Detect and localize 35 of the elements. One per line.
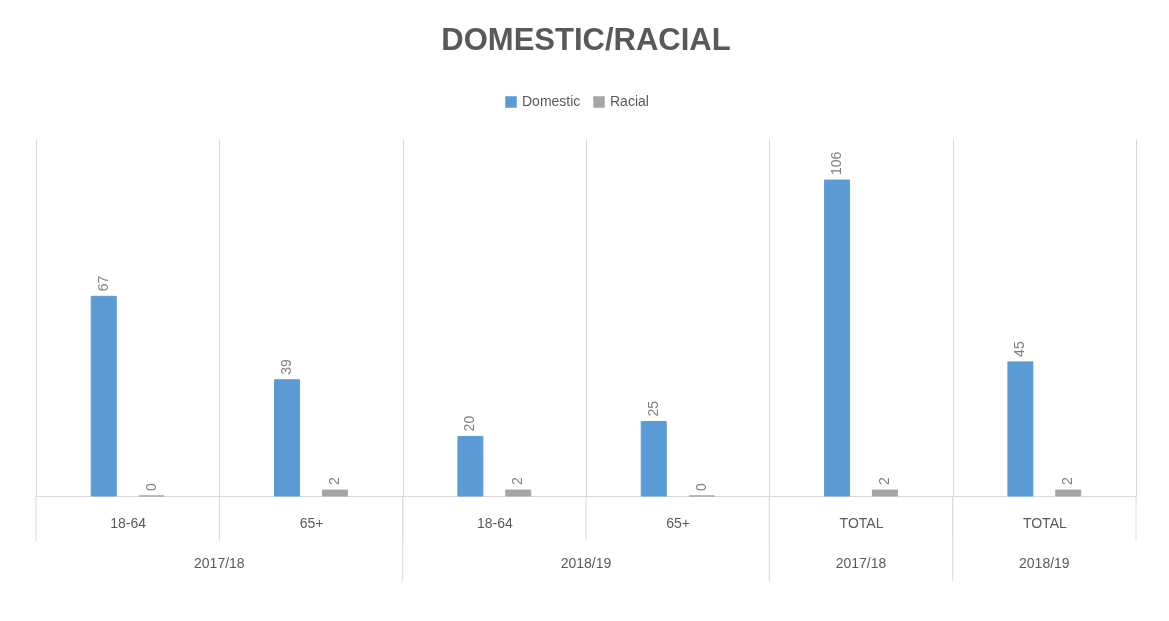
bar (1007, 361, 1034, 497)
x-tick-label: 65+ (666, 514, 691, 531)
text: 2017/18 (835, 555, 887, 571)
data-label: 0 (142, 483, 159, 491)
data-label: 67 (94, 275, 111, 292)
x-tick-label: 18-64 (110, 514, 147, 531)
data-label: 25 (644, 400, 661, 417)
data-label: 2 (1059, 477, 1076, 486)
text: 2018/19 (1019, 555, 1070, 571)
data-label: 20 (461, 415, 478, 432)
bar (871, 489, 898, 497)
data-label: 2 (875, 477, 892, 486)
bar (321, 489, 348, 497)
x-tick-label: TOTAL (1022, 514, 1067, 531)
data-label: 2 (325, 477, 342, 486)
legend-label: Racial (610, 93, 649, 109)
x-tick-label: TOTAL (839, 514, 884, 531)
bar (1055, 489, 1082, 497)
chart-title: DOMESTIC/RACIAL (441, 22, 731, 57)
bar (640, 420, 667, 497)
data-label: 0 (692, 483, 709, 491)
bar (824, 179, 851, 497)
bar (90, 295, 117, 497)
bar (274, 379, 301, 497)
x-tick-label: 18-64 (476, 514, 513, 531)
data-label: 106 (828, 151, 845, 176)
text: 2018/19 (560, 555, 612, 571)
data-label: 2 (509, 477, 526, 486)
bar (505, 489, 532, 497)
bar (457, 435, 484, 497)
legend-label: Domestic (522, 93, 581, 109)
data-label: 45 (1011, 341, 1028, 357)
x-tick-label: 65+ (299, 514, 324, 531)
data-label: 39 (278, 358, 295, 375)
text: 2017/18 (194, 555, 245, 571)
